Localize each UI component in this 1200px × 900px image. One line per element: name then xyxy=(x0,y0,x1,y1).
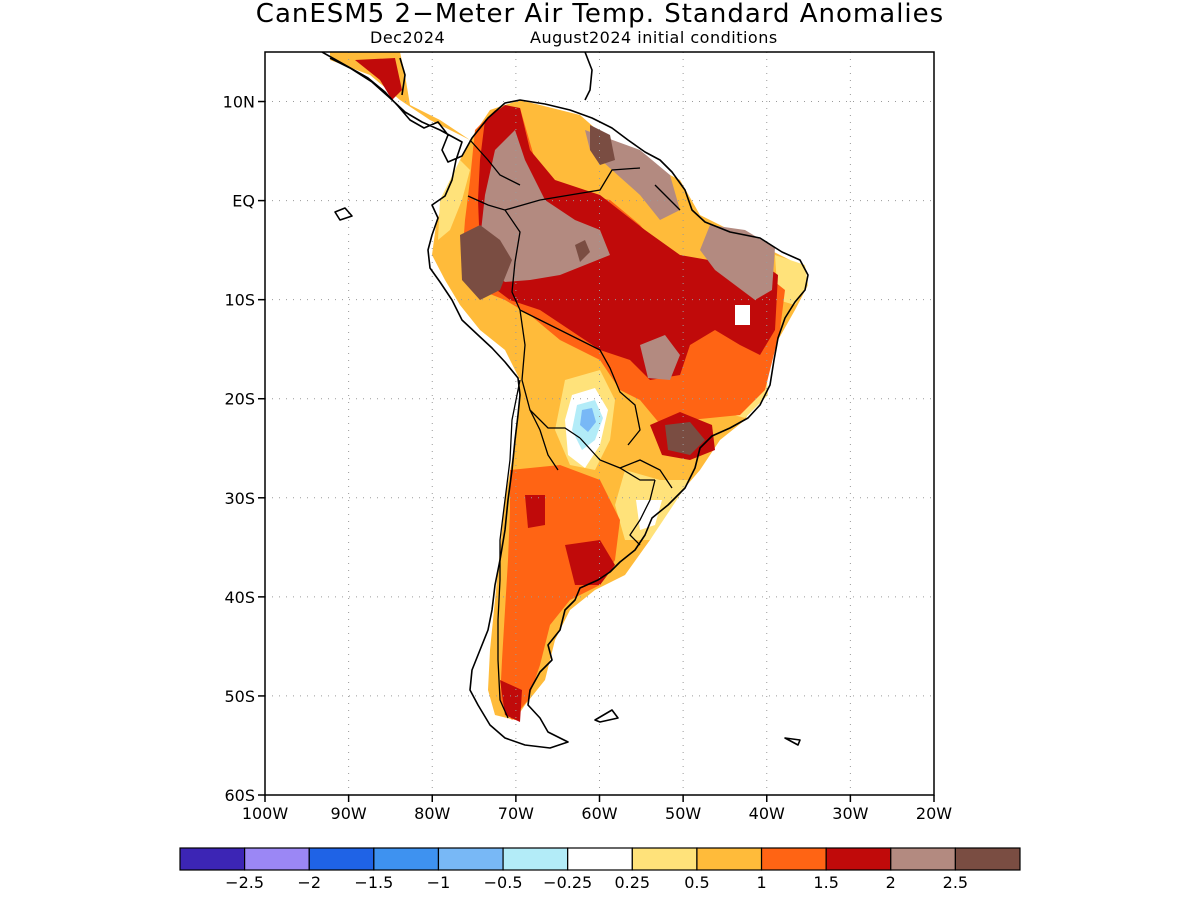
lat-tick-label: 20S xyxy=(224,390,255,409)
anomaly-region-red-6 xyxy=(525,495,545,528)
anomaly-region-brown-2 xyxy=(665,422,705,455)
colorbar-label: −0.25 xyxy=(543,873,592,892)
anomaly-region-pale-3 xyxy=(438,160,470,240)
colorbar-label: 2 xyxy=(886,873,896,892)
lat-tick-label: EQ xyxy=(232,192,255,211)
colorbar-swatch xyxy=(308,847,375,871)
colorbar-label: −2.5 xyxy=(225,873,264,892)
colorbar-swatch xyxy=(373,847,440,871)
forecast-month: Dec2024 xyxy=(370,28,446,47)
colorbar-label: −2 xyxy=(297,873,321,892)
anomaly-fields xyxy=(330,52,808,722)
anomaly-region-brown-1 xyxy=(460,225,512,300)
anomaly-region-red-4 xyxy=(355,58,402,100)
colorbar-label: −1.5 xyxy=(354,873,393,892)
colorbar-swatch xyxy=(890,847,956,871)
latitude-axis: 10N EQ 10S 20S 30S 40S 50S 60S xyxy=(223,93,265,805)
lat-tick-label: 50S xyxy=(224,687,255,706)
lon-tick-label: 30W xyxy=(832,804,868,823)
lat-tick-label: 40S xyxy=(224,588,255,607)
coastlines xyxy=(321,52,809,749)
anomaly-region-red-3 xyxy=(565,540,615,585)
color-legend: −2.5 −2 −1.5 −1 −0.5 −0.25 0.25 0.5 1 1.5 2 2.5 xyxy=(179,847,1021,892)
colorbar-swatch xyxy=(696,847,763,871)
country-borders xyxy=(467,139,681,719)
lat-tick-label: 10N xyxy=(223,93,255,112)
lon-tick-label: 60W xyxy=(581,804,617,823)
lat-tick-label: 60S xyxy=(224,786,255,805)
lat-tick-label: 30S xyxy=(224,489,255,508)
lon-tick-label: 80W xyxy=(414,804,450,823)
anomaly-region-taupe-2 xyxy=(700,225,775,300)
colorbar-swatch xyxy=(760,847,827,871)
colorbar-swatch xyxy=(502,847,569,871)
colorbar-label: 1.5 xyxy=(813,873,838,892)
colorbar-swatch xyxy=(631,847,698,871)
anomaly-region-brown-4 xyxy=(575,240,590,262)
colorbar-label: 2.5 xyxy=(943,873,968,892)
initial-conditions: August2024 initial conditions xyxy=(530,28,778,47)
colorbar-label: 0.5 xyxy=(684,873,709,892)
anomaly-region-red-1 xyxy=(478,105,778,380)
anomaly-region-neutral-2 xyxy=(636,500,662,530)
lon-tick-label: 40W xyxy=(749,804,785,823)
colorbar-swatch xyxy=(567,847,633,871)
colorbar-swatch xyxy=(825,847,892,871)
graticule xyxy=(265,52,934,795)
missing-cell xyxy=(735,305,750,325)
colorbar-swatch xyxy=(954,847,1021,871)
colorbar-swatch xyxy=(244,847,310,871)
lon-tick-label: 50W xyxy=(665,804,701,823)
longitude-axis: 100W 90W 80W 70W 60W 50W 40W 30W 20W xyxy=(242,795,952,823)
lat-tick-label: 10S xyxy=(224,291,255,310)
anomaly-region-cool-core xyxy=(580,408,596,432)
lon-tick-label: 100W xyxy=(242,804,289,823)
colorbar-swatch xyxy=(179,847,246,871)
lon-tick-label: 90W xyxy=(331,804,367,823)
lon-tick-label: 20W xyxy=(916,804,952,823)
anomaly-region-taupe-4 xyxy=(640,335,680,380)
map-title: CanESM5 2−Meter Air Temp. Standard Anoma… xyxy=(255,0,945,29)
colorbar-label: 0.25 xyxy=(614,873,650,892)
colorbar-label: −0.5 xyxy=(484,873,523,892)
anomaly-region-brown-3 xyxy=(590,125,615,165)
colorbar-swatch xyxy=(437,847,504,871)
lon-tick-label: 70W xyxy=(498,804,534,823)
anomaly-region-orange-2 xyxy=(500,465,620,720)
colorbar-label: −1 xyxy=(427,873,451,892)
colorbar-label: 1 xyxy=(756,873,766,892)
